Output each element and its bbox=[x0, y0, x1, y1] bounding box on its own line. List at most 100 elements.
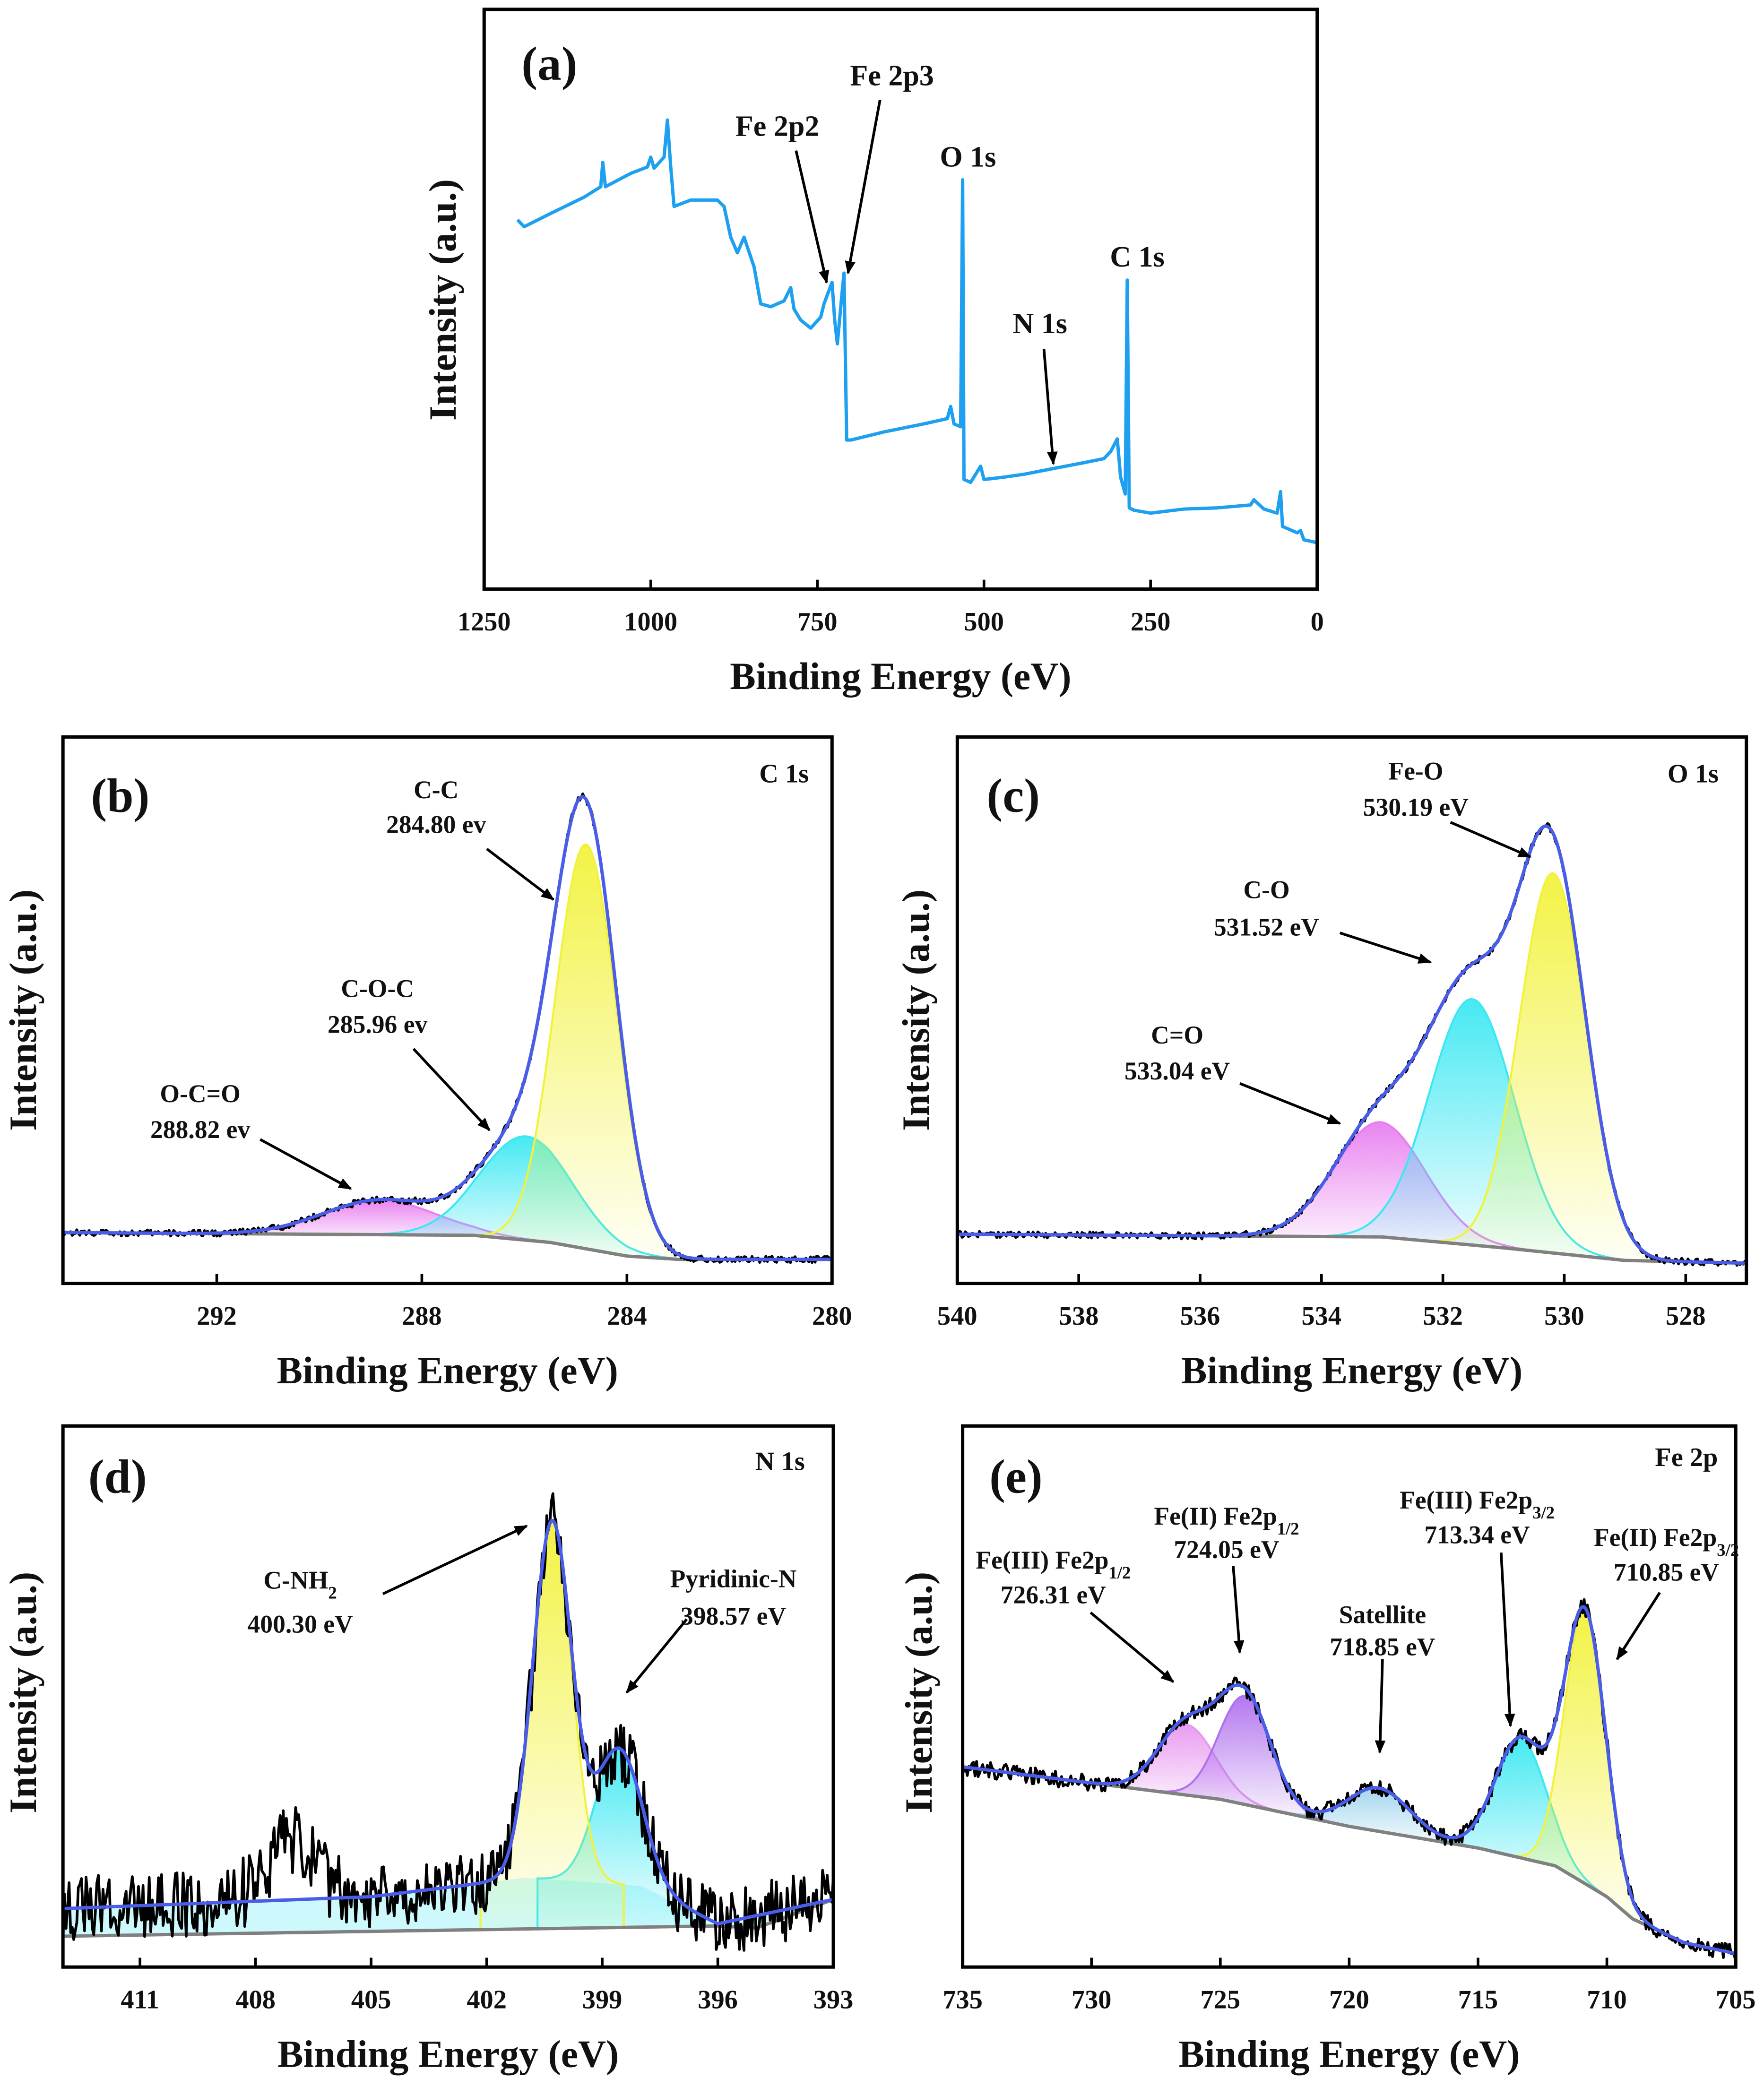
core-level-label: Fe 2p bbox=[1655, 1443, 1718, 1472]
peak-annotation-value: 718.85 eV bbox=[1330, 1632, 1435, 1661]
fitted-envelope-line bbox=[63, 1518, 834, 1926]
peak-annotation-label: C-NH2 bbox=[264, 1566, 337, 1602]
x-tick-label: 393 bbox=[813, 1985, 854, 2015]
peak-annotation-label: Fe 2p2 bbox=[735, 111, 819, 143]
plot-frame bbox=[61, 735, 834, 1285]
annotation-name: Fe-O bbox=[1388, 757, 1443, 785]
panel-label: (a) bbox=[521, 37, 577, 90]
x-tick-label: 528 bbox=[1666, 1302, 1706, 1331]
peak-annotation-value: 713.34 eV bbox=[1425, 1520, 1530, 1549]
peak-annotation-label: C=O bbox=[1151, 1021, 1203, 1049]
x-axis-title: Binding Energy (eV) bbox=[730, 655, 1071, 698]
peak-annotation-label: O 1s bbox=[940, 141, 996, 173]
peak-annotation-value: 726.31 eV bbox=[1001, 1580, 1106, 1609]
annotation-arrow bbox=[382, 1525, 528, 1595]
annotation-subscript: 2 bbox=[328, 1583, 337, 1602]
peak-annotation-label: C-C bbox=[414, 776, 458, 804]
x-axis-title: Binding Energy (eV) bbox=[1178, 2033, 1520, 2076]
annotation-name: C-O bbox=[1243, 876, 1289, 904]
panel-b: 292 288 284 280 Binding Energy (eV) Intensity… bbox=[1, 735, 852, 1392]
panel-label: (b) bbox=[91, 769, 149, 822]
peak-annotation-label: Satellite bbox=[1339, 1601, 1426, 1629]
x-tick-label: 530 bbox=[1544, 1302, 1584, 1331]
annotation-arrow bbox=[1042, 349, 1058, 466]
peak-annotation-label: Fe(III) Fe2p3/2 bbox=[1400, 1486, 1555, 1522]
x-tick-label: 280 bbox=[812, 1302, 852, 1331]
x-tick-label: 730 bbox=[1072, 1985, 1112, 2015]
annotation-arrow bbox=[1500, 1552, 1515, 1727]
annotation-arrow bbox=[1375, 1659, 1386, 1754]
x-tick-label: 411 bbox=[121, 1985, 159, 2015]
annotation-arrow bbox=[625, 1618, 688, 1694]
fitted-envelope-line bbox=[957, 824, 1747, 1265]
raw-data-line bbox=[62, 792, 833, 1264]
annotation-name: Fe(III) Fe2p bbox=[1400, 1486, 1532, 1514]
x-tick-label: 396 bbox=[698, 1985, 738, 2015]
peak-annotation-value: 531.52 eV bbox=[1214, 913, 1319, 941]
peak-annotation-label: Fe(II) Fe2p3/2 bbox=[1594, 1523, 1739, 1560]
y-axis-title: Intensity (a.u.) bbox=[897, 1572, 940, 1813]
fitted-envelope-line bbox=[63, 795, 832, 1261]
annotation-name: O 1s bbox=[940, 141, 996, 173]
x-tick-label: 284 bbox=[607, 1302, 647, 1331]
x-tick-label: 750 bbox=[797, 607, 838, 637]
peak-annotation-label: N 1s bbox=[1012, 308, 1067, 340]
annotation-name: O-C=O bbox=[160, 1079, 240, 1108]
x-tick-label: 725 bbox=[1201, 1985, 1241, 2015]
annotation-name: Fe(II) Fe2p bbox=[1594, 1523, 1717, 1552]
x-tick-label: 292 bbox=[197, 1302, 237, 1331]
annotation-name: C 1s bbox=[1110, 241, 1164, 273]
annotation-arrow bbox=[1450, 821, 1532, 858]
x-tick-label: 250 bbox=[1131, 607, 1171, 637]
raw-data-line bbox=[61, 1492, 835, 1952]
x-tick-label: 536 bbox=[1180, 1302, 1220, 1331]
annotation-name: C-NH bbox=[264, 1566, 329, 1594]
annotation-arrow bbox=[1339, 931, 1432, 964]
x-tick-label: 399 bbox=[582, 1985, 623, 2015]
x-tick-label: 538 bbox=[1059, 1302, 1099, 1331]
x-tick-label: 1000 bbox=[624, 607, 677, 637]
panel-e: 735 730 725 720 715 710 705 Binding Energy (eV)… bbox=[897, 1424, 1756, 2076]
y-axis-title: Intensity (a.u.) bbox=[894, 889, 937, 1131]
peak-annotation-label: Pyridinic-N bbox=[670, 1565, 797, 1593]
x-tick-label: 735 bbox=[943, 1985, 983, 2015]
annotation-name: Pyridinic-N bbox=[670, 1565, 797, 1593]
peak-annotation-value: 398.57 eV bbox=[681, 1602, 786, 1630]
annotation-name: C=O bbox=[1151, 1021, 1203, 1049]
peak-annotation-value: 285.96 ev bbox=[328, 1010, 427, 1038]
annotation-name: Satellite bbox=[1339, 1601, 1426, 1629]
annotation-name: Fe 2p2 bbox=[735, 111, 819, 143]
x-tick-label: 0 bbox=[1311, 607, 1324, 637]
annotation-name: C-O-C bbox=[341, 974, 414, 1002]
x-tick-label: 288 bbox=[402, 1302, 442, 1331]
x-tick-label: 705 bbox=[1716, 1985, 1756, 2015]
x-tick-label: 1250 bbox=[458, 607, 511, 637]
annotation-name: Fe 2p3 bbox=[850, 60, 934, 92]
peak-annotation-value: 710.85 eV bbox=[1614, 1558, 1719, 1586]
annotation-name: N 1s bbox=[1012, 308, 1067, 340]
x-axis-title: Binding Energy (eV) bbox=[277, 1349, 618, 1392]
peak-annotation-label: Fe(II) Fe2p1/2 bbox=[1154, 1502, 1299, 1538]
core-level-label: C 1s bbox=[759, 759, 809, 788]
survey-spectrum-line bbox=[516, 118, 1318, 544]
annotation-arrow bbox=[1090, 1611, 1175, 1683]
fitted-envelope-line bbox=[962, 1604, 1736, 1956]
core-level-label: O 1s bbox=[1668, 759, 1719, 788]
x-tick-label: 715 bbox=[1458, 1985, 1498, 2015]
annotation-subscript: 3/2 bbox=[1532, 1503, 1555, 1522]
panel-c: 540 538 536 534 532 530 528 Binding Energy (eV)… bbox=[894, 735, 1748, 1392]
annotation-name: Fe(II) Fe2p bbox=[1154, 1502, 1277, 1530]
annotation-name: Fe(III) Fe2p bbox=[976, 1546, 1108, 1574]
plot-frame bbox=[955, 735, 1748, 1285]
annotation-name: C-C bbox=[414, 776, 458, 804]
x-tick-label: 540 bbox=[937, 1302, 977, 1331]
y-axis-title: Intensity (a.u.) bbox=[1, 1572, 44, 1813]
panel-a: 1250 1000 750 500 250 0 Binding Energy (eV) Int… bbox=[421, 8, 1324, 698]
peak-annotation-value: 530.19 eV bbox=[1363, 793, 1469, 821]
peak-annotation-label: Fe(III) Fe2p1/2 bbox=[976, 1546, 1131, 1582]
peak-annotation-value: 284.80 ev bbox=[386, 810, 486, 838]
panel-label: (c) bbox=[986, 769, 1040, 822]
peak-annotation-value: 400.30 eV bbox=[248, 1610, 353, 1638]
core-level-label: N 1s bbox=[755, 1447, 805, 1476]
